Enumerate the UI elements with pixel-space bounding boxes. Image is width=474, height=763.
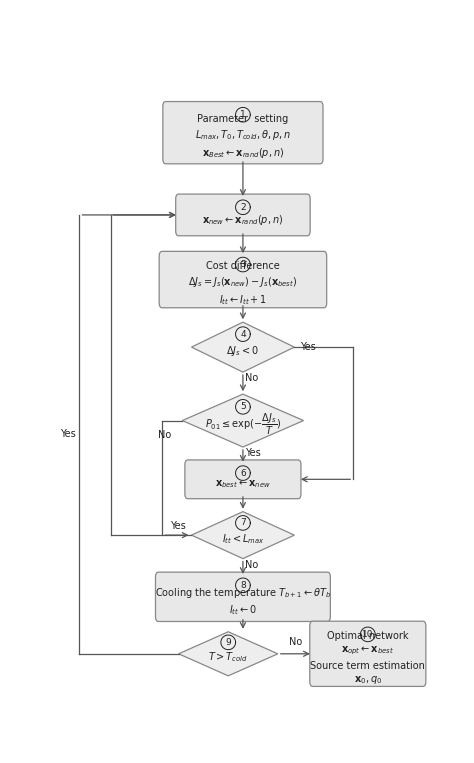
- Text: 10: 10: [362, 630, 374, 639]
- Text: $T > T_{cold}$: $T > T_{cold}$: [208, 650, 248, 665]
- Polygon shape: [182, 394, 303, 447]
- Text: $\Delta J_s < 0$: $\Delta J_s < 0$: [227, 344, 259, 358]
- Text: 5: 5: [240, 402, 246, 411]
- Text: $P_{01} \leq \exp(-\dfrac{\Delta J_s}{T})$: $P_{01} \leq \exp(-\dfrac{\Delta J_s}{T}…: [205, 412, 281, 437]
- Text: Parameter  setting
$L_{max}, T_0, T_{cold}, \theta, p, n$
$\mathbf{x}_{Best} \le: Parameter setting $L_{max}, T_0, T_{cold…: [195, 114, 291, 160]
- Text: Yes: Yes: [170, 521, 186, 531]
- Text: 8: 8: [240, 581, 246, 590]
- Text: $I_{tt} < L_{max}$: $I_{tt} < L_{max}$: [221, 532, 264, 546]
- Text: $\mathbf{x}_{best} \leftarrow \mathbf{x}_{new}$: $\mathbf{x}_{best} \leftarrow \mathbf{x}…: [215, 478, 271, 490]
- Polygon shape: [179, 632, 278, 676]
- FancyBboxPatch shape: [185, 460, 301, 499]
- Text: No: No: [158, 430, 171, 440]
- Polygon shape: [191, 322, 294, 372]
- Text: Optimal network
$\mathbf{x}_{opt} \leftarrow \mathbf{x}_{best}$
Source term esti: Optimal network $\mathbf{x}_{opt} \lefta…: [310, 631, 425, 686]
- Text: No: No: [245, 373, 258, 384]
- Text: 7: 7: [240, 518, 246, 527]
- Text: No: No: [289, 637, 302, 647]
- Polygon shape: [191, 512, 294, 559]
- Text: No: No: [245, 560, 258, 570]
- Text: $\mathbf{x}_{new} \leftarrow \mathbf{x}_{rand}(p,n)$: $\mathbf{x}_{new} \leftarrow \mathbf{x}_…: [202, 213, 283, 227]
- FancyBboxPatch shape: [163, 101, 323, 164]
- Text: Yes: Yes: [60, 430, 76, 439]
- Text: Yes: Yes: [245, 448, 261, 458]
- FancyBboxPatch shape: [310, 621, 426, 687]
- Text: Cooling the temperature $T_{b+1} \leftarrow \theta T_b$
$I_{tt}  \leftarrow  0$: Cooling the temperature $T_{b+1} \leftar…: [155, 586, 331, 617]
- FancyBboxPatch shape: [176, 194, 310, 236]
- Text: 9: 9: [225, 638, 231, 647]
- Text: 1: 1: [240, 110, 246, 119]
- Text: 3: 3: [240, 260, 246, 269]
- Text: 6: 6: [240, 468, 246, 478]
- Text: 4: 4: [240, 330, 246, 339]
- Text: 2: 2: [240, 203, 246, 212]
- Text: Cost difference
$\Delta J_s = J_s(\mathbf{x}_{new}) - J_s(\mathbf{x}_{best})$
$I: Cost difference $\Delta J_s = J_s(\mathb…: [188, 262, 298, 307]
- FancyBboxPatch shape: [155, 572, 330, 622]
- Text: Yes: Yes: [300, 342, 316, 353]
- FancyBboxPatch shape: [159, 251, 327, 307]
